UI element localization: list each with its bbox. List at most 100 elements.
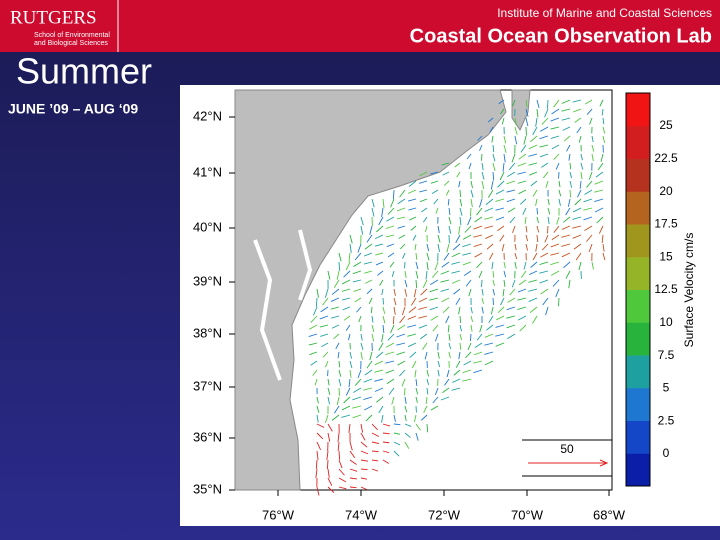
current-arrow	[539, 135, 549, 140]
current-arrow	[528, 270, 538, 276]
current-arrow	[550, 117, 560, 122]
current-arrow	[360, 477, 368, 480]
current-arrow	[555, 288, 560, 298]
current-arrow	[366, 360, 373, 369]
current-arrow	[578, 135, 582, 143]
current-arrow	[357, 243, 362, 253]
current-arrow	[550, 252, 560, 256]
current-arrow	[518, 153, 527, 160]
logo-sub: School of Environmental	[34, 32, 110, 39]
current-arrow	[558, 297, 560, 307]
current-arrow	[465, 351, 472, 359]
current-arrow	[490, 180, 494, 190]
current-arrow	[429, 306, 439, 311]
current-arrow	[370, 306, 373, 314]
current-arrow	[586, 180, 593, 188]
lon-label: 72°W	[428, 507, 461, 522]
current-arrow	[434, 333, 439, 342]
current-arrow	[591, 135, 594, 143]
current-arrow	[497, 225, 505, 232]
current-arrow	[507, 297, 516, 303]
current-arrow	[448, 207, 451, 216]
current-arrow	[399, 315, 406, 324]
current-arrow	[578, 261, 582, 271]
current-arrow	[360, 486, 368, 491]
current-arrow	[338, 369, 342, 377]
current-arrow	[448, 351, 451, 359]
current-arrow	[517, 306, 527, 310]
current-arrow	[415, 261, 419, 270]
current-arrow	[331, 315, 340, 319]
current-arrow	[382, 315, 386, 324]
current-arrow	[536, 108, 539, 118]
current-arrow	[437, 225, 440, 234]
current-arrow	[532, 252, 538, 261]
current-arrow	[385, 369, 395, 374]
colorbar-band	[626, 224, 650, 258]
current-arrow	[401, 306, 406, 316]
current-arrow	[338, 450, 341, 460]
current-arrow	[529, 135, 538, 143]
current-arrow	[591, 144, 595, 152]
current-arrow	[447, 198, 450, 206]
lat-label: 41°N	[193, 164, 222, 179]
current-arrow	[528, 297, 538, 302]
current-arrow	[378, 342, 384, 351]
current-arrow	[316, 288, 319, 298]
current-arrow	[468, 288, 472, 297]
current-arrow	[371, 333, 375, 342]
current-arrow	[343, 270, 351, 278]
current-arrow	[509, 288, 516, 296]
current-arrow	[470, 180, 473, 189]
current-arrow	[495, 189, 505, 195]
current-arrow	[319, 315, 329, 320]
current-arrow	[503, 144, 507, 153]
current-arrow	[316, 450, 319, 460]
current-arrow	[470, 315, 474, 322]
current-arrow	[400, 243, 406, 250]
current-arrow	[575, 252, 582, 261]
current-arrow	[550, 126, 560, 130]
current-arrow	[379, 279, 384, 286]
current-arrow	[485, 234, 494, 239]
current-arrow	[348, 378, 351, 388]
current-arrow	[432, 324, 439, 332]
current-arrow	[451, 261, 461, 265]
current-arrow	[352, 405, 362, 409]
current-arrow	[514, 117, 517, 126]
current-arrow	[484, 360, 494, 366]
current-arrow	[338, 261, 341, 271]
current-arrow	[574, 117, 582, 123]
current-arrow	[543, 171, 549, 179]
current-arrow	[374, 360, 384, 366]
current-arrow	[556, 216, 560, 225]
current-arrow	[503, 261, 506, 269]
current-arrow	[506, 198, 516, 203]
current-arrow	[506, 306, 516, 311]
colorbar-band	[626, 256, 650, 290]
lat-label: 38°N	[193, 325, 222, 340]
lon-label: 76°W	[262, 507, 295, 522]
current-arrow	[588, 243, 593, 253]
current-arrow	[539, 126, 549, 132]
colorbar-band	[626, 420, 650, 454]
current-arrow	[476, 333, 483, 341]
current-arrow	[484, 207, 494, 212]
current-arrow	[467, 342, 472, 351]
colorbar-band	[626, 158, 650, 192]
lon-label: 68°W	[593, 507, 626, 522]
current-arrow	[437, 243, 440, 252]
current-arrow	[589, 117, 593, 125]
current-arrow	[360, 225, 364, 235]
current-arrow	[363, 396, 373, 400]
current-arrow	[561, 117, 571, 121]
current-arrow	[327, 423, 333, 432]
current-arrow	[437, 360, 441, 368]
current-arrow	[520, 144, 527, 153]
current-arrow	[388, 387, 395, 395]
current-arrow	[407, 189, 417, 194]
current-arrow	[492, 288, 495, 296]
current-arrow	[387, 252, 395, 258]
current-arrow	[602, 252, 606, 261]
lab-name: Coastal Ocean Observation Lab	[410, 25, 712, 47]
